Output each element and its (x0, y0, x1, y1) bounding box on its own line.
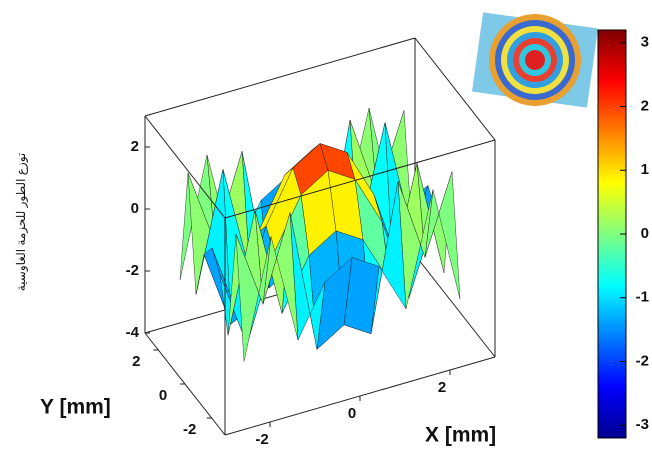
colorbar-tick-label: -2 (636, 352, 649, 369)
x-tick-label: 2 (438, 379, 446, 396)
inset-rings (471, 6, 599, 113)
x-axis-title: X [mm] (425, 424, 496, 447)
colorbar-tick-label: -3 (636, 416, 649, 433)
colorbar-tick-label: 1 (641, 161, 649, 178)
box-edge (145, 116, 225, 218)
x-tick-label: 0 (348, 405, 356, 422)
z-tick-label: -2 (126, 262, 139, 279)
colorbar-tick-label: 2 (641, 97, 649, 114)
colorbar-tick-label: 0 (641, 225, 649, 242)
colorbar-tick-label: 3 (641, 34, 649, 51)
chart: Y [mm] X [mm] توزع الطور للحزمة الغاوسية… (0, 0, 652, 461)
y-tick-label: 0 (159, 387, 167, 404)
y-tick-label: -2 (183, 421, 196, 438)
z-tick-label: -4 (126, 324, 140, 341)
y-tick-label: 2 (132, 353, 140, 370)
z-tick-label: 2 (131, 138, 139, 155)
y-axis-title: Y [mm] (40, 396, 111, 419)
z-tick-label: 0 (131, 200, 139, 217)
colorbar-tick-label: -1 (636, 289, 649, 306)
z-axis-title: توزع الطور للحزمة الغاوسية (14, 153, 28, 292)
x-tick-label: -2 (255, 431, 268, 448)
box-edge (145, 38, 415, 116)
